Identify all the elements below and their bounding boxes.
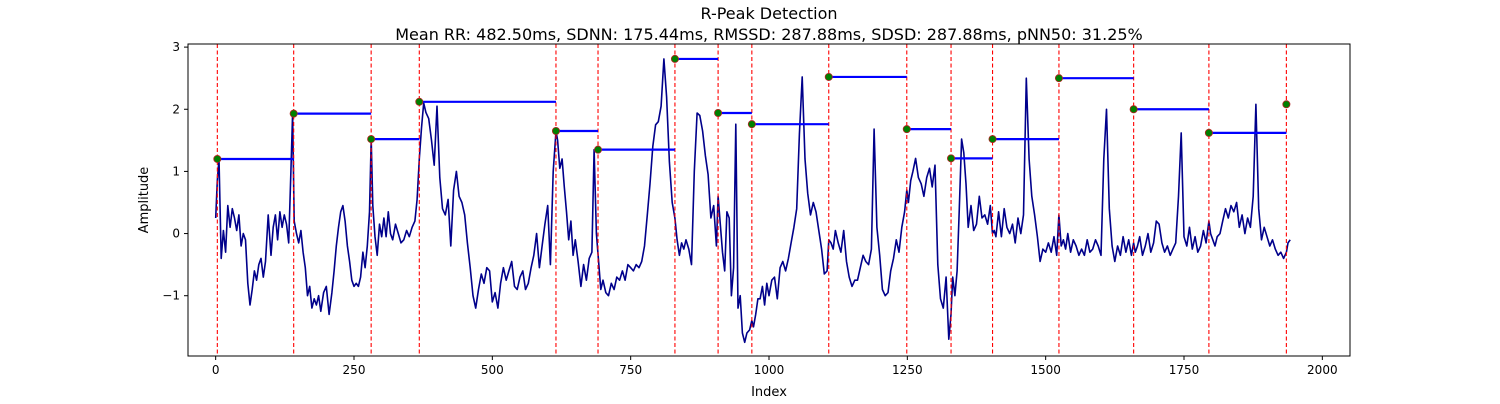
x-tick-label: 1500 xyxy=(1030,363,1061,377)
y-tick-label: 3 xyxy=(172,40,180,54)
signal-line xyxy=(214,58,1291,344)
x-tick-label: 1250 xyxy=(892,363,923,377)
r-peak-point xyxy=(289,109,298,118)
r-peak-point xyxy=(747,120,756,129)
r-peak-point xyxy=(1054,74,1063,83)
plot-area xyxy=(213,44,1291,356)
x-tick-label: 0 xyxy=(212,363,220,377)
r-peak-point xyxy=(213,154,222,163)
x-tick-label: 750 xyxy=(619,363,642,377)
r-peak-point xyxy=(824,72,833,81)
r-peak-point xyxy=(1204,128,1213,137)
r-peak-point xyxy=(594,145,603,154)
x-tick-label: 250 xyxy=(343,363,366,377)
r-peak-point xyxy=(670,54,679,63)
x-axis-label: Index xyxy=(751,385,787,400)
chart-subtitle: Mean RR: 482.50ms, SDNN: 175.44ms, RMSSD… xyxy=(395,25,1143,44)
chart-title: R-Peak Detection xyxy=(700,4,837,23)
y-tick-label: 2 xyxy=(172,102,180,116)
r-peak-point xyxy=(988,135,997,144)
r-peak-point xyxy=(415,97,424,106)
x-tick-label: 1000 xyxy=(754,363,785,377)
y-tick-label: 1 xyxy=(172,164,180,178)
r-peak-point xyxy=(551,127,560,136)
x-tick-label: 2000 xyxy=(1307,363,1338,377)
x-axis: 0 250 500 750 1000 1250 1500 1750 2000 xyxy=(212,356,1338,377)
x-tick-label: 500 xyxy=(481,363,504,377)
r-peak-point xyxy=(1282,100,1291,109)
r-peak-point xyxy=(367,135,376,144)
r-peak-point xyxy=(902,125,911,134)
y-axis-label: Amplitude xyxy=(137,167,152,234)
r-peak-point xyxy=(714,108,723,117)
y-tick-label: 0 xyxy=(172,227,180,241)
y-axis: −1 0 1 2 3 xyxy=(162,40,188,303)
y-tick-label: −1 xyxy=(162,289,180,303)
r-peak-point xyxy=(1129,105,1138,114)
plot-frame xyxy=(187,43,1351,357)
r-peak-point xyxy=(947,154,956,163)
x-tick-label: 1750 xyxy=(1169,363,1200,377)
